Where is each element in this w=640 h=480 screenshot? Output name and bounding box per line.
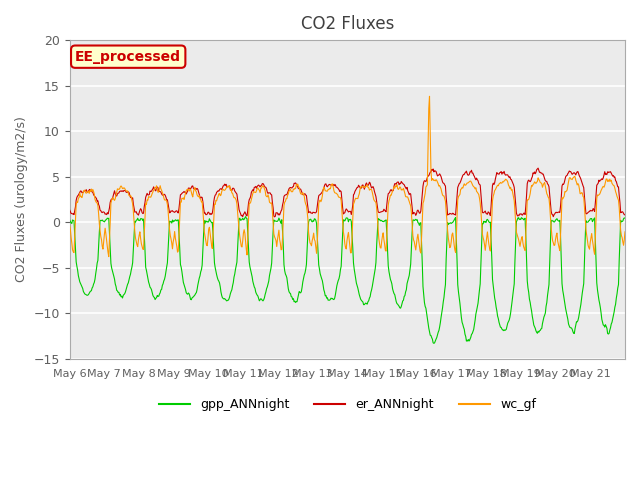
gpp_ANNnight [430,340,438,346]
er_ANNnight [436,172,444,178]
gpp_ANNnight [405,273,413,278]
gpp_ANNnight [621,215,629,221]
er_ANNnight [271,214,278,220]
wc_gf [66,223,74,228]
er_ANNnight [621,212,629,218]
Line: gpp_ANNnight: gpp_ANNnight [70,216,625,343]
er_ANNnight [66,207,74,213]
wc_gf [234,210,241,216]
Text: EE_processed: EE_processed [76,49,181,64]
er_ANNnight [405,192,413,197]
gpp_ANNnight [282,273,290,278]
gpp_ANNnight [131,218,139,224]
Line: wc_gf: wc_gf [70,96,625,257]
wc_gf [621,229,629,235]
wc_gf [261,188,269,193]
gpp_ANNnight [437,314,445,320]
wc_gf [105,254,113,260]
wc_gf [405,199,413,204]
Y-axis label: CO2 Fluxes (urology/m2/s): CO2 Fluxes (urology/m2/s) [15,117,28,282]
gpp_ANNnight [66,217,74,223]
wc_gf [282,196,290,202]
Title: CO2 Fluxes: CO2 Fluxes [301,15,394,33]
gpp_ANNnight [242,214,250,219]
Legend: gpp_ANNnight, er_ANNnight, wc_gf: gpp_ANNnight, er_ANNnight, wc_gf [154,394,541,417]
er_ANNnight [131,209,139,215]
er_ANNnight [260,183,268,189]
er_ANNnight [534,165,542,171]
gpp_ANNnight [233,259,241,265]
wc_gf [426,94,433,99]
Line: er_ANNnight: er_ANNnight [70,168,625,217]
gpp_ANNnight [261,291,269,297]
wc_gf [132,235,140,241]
er_ANNnight [282,192,290,197]
wc_gf [437,186,445,192]
er_ANNnight [233,191,241,197]
